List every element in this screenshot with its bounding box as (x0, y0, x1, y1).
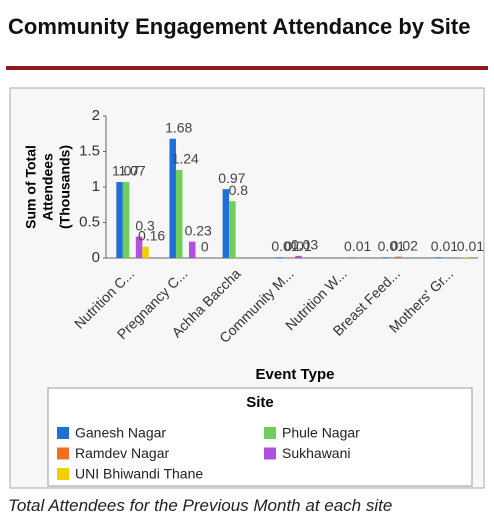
data-label: 0.01 (271, 238, 298, 254)
y-tick-label: 1.5 (79, 142, 100, 159)
legend-label: Ganesh Nagar (75, 425, 166, 441)
bar (382, 257, 389, 258)
y-tick-label: 2 (92, 107, 100, 124)
bar (295, 255, 302, 258)
data-label: 1.68 (165, 119, 192, 135)
data-label: 0.16 (138, 227, 165, 243)
y-axis-title: Sum of Total (23, 145, 39, 229)
legend-label: Ramdev Nagar (75, 445, 169, 461)
bar (116, 182, 123, 258)
bar (122, 182, 130, 258)
data-label: 0 (201, 239, 209, 255)
legend-box (47, 387, 473, 487)
data-label: 0.01 (344, 238, 371, 254)
data-label: 0.8 (229, 182, 249, 198)
page-title: Community Engagement Attendance by Site (8, 14, 471, 39)
data-label: 0.01 (284, 238, 311, 254)
bar (461, 257, 468, 258)
legend-swatch (264, 447, 276, 460)
data-label: 0.97 (218, 170, 245, 186)
data-label: 0.3 (135, 217, 155, 233)
bar (395, 256, 402, 258)
legend-swatch (57, 468, 69, 480)
data-label: 0.02 (391, 237, 418, 253)
bar (188, 241, 196, 258)
data-label: 0.01 (378, 238, 405, 254)
bar (288, 257, 296, 258)
data-label: 0.01 (457, 238, 484, 254)
data-label: 1.24 (172, 151, 199, 167)
bar (142, 246, 149, 258)
legend-label: UNI Bhiwandi Thane (75, 466, 203, 482)
legend-label: Sukhawani (282, 445, 351, 461)
bar (229, 201, 236, 258)
chart: Site Event Type Sum of Total Attendees (Th… (9, 87, 485, 489)
legend-title: Site (246, 394, 274, 411)
title-rule (6, 66, 488, 70)
bar (175, 169, 183, 258)
data-label: 1.07 (118, 163, 145, 179)
y-tick-label: 0.5 (79, 213, 100, 230)
legend-swatch (57, 447, 69, 460)
bar (435, 257, 442, 258)
legend-swatch (264, 427, 276, 439)
y-tick-label: 0 (92, 249, 100, 266)
y-axis-title: Attendees (40, 153, 56, 221)
bar (348, 257, 355, 258)
data-label: 0.23 (185, 222, 212, 238)
bar (169, 138, 176, 258)
data-label: 0.01 (431, 238, 458, 254)
bar (222, 189, 230, 258)
caption: Total Attendees for the Previous Month a… (8, 496, 393, 515)
x-axis-title: Event Type (256, 366, 335, 383)
bar (135, 236, 143, 258)
data-label: 0.03 (291, 237, 318, 253)
bar (275, 257, 283, 258)
legend-swatch (57, 427, 69, 439)
y-tick-label: 1 (92, 178, 100, 195)
data-label: 1.07 (112, 163, 139, 179)
y-axis-title: (Thousands) (57, 145, 73, 229)
legend-label: Phule Nagar (282, 425, 360, 441)
